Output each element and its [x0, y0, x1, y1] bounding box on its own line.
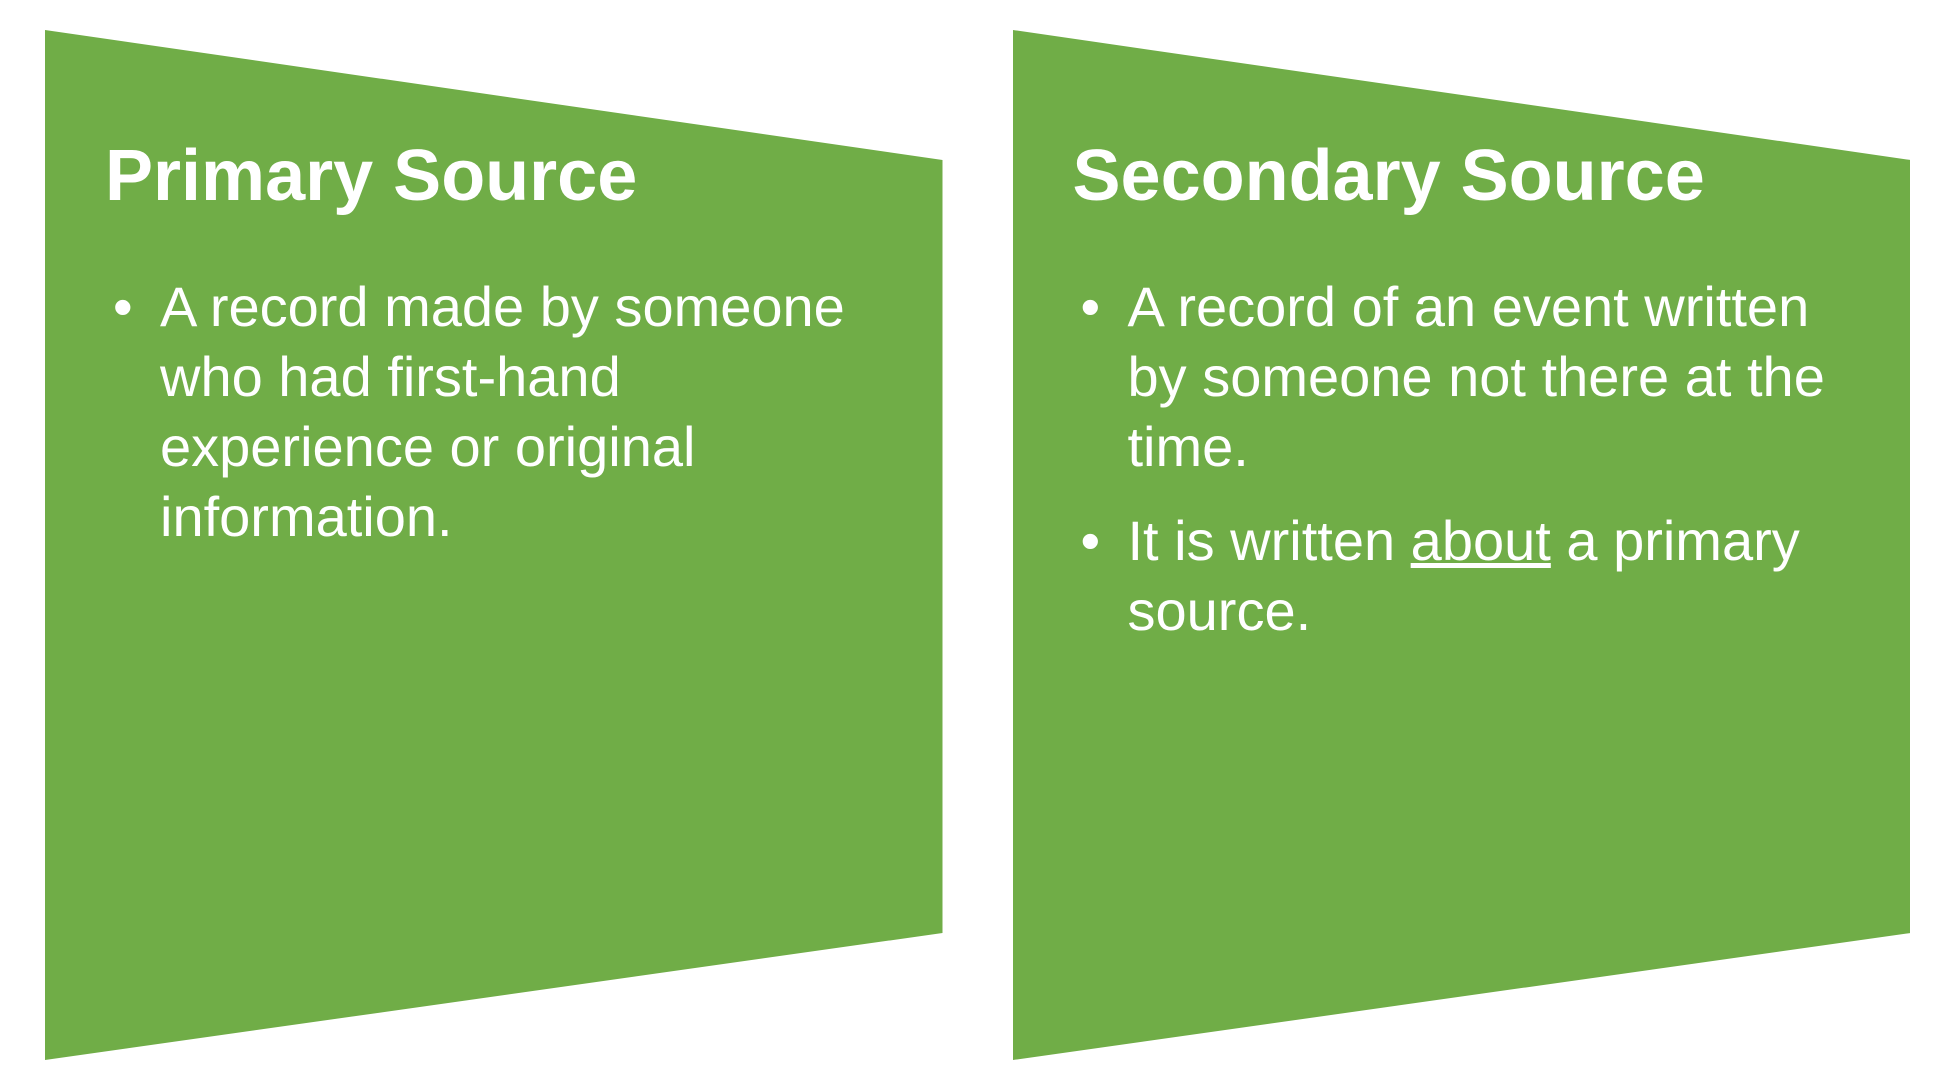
underlined-text: about — [1411, 509, 1551, 572]
primary-source-card: Primary Source A record made by someone … — [45, 30, 943, 1060]
bullet-item: A record of an event written by someone … — [1073, 272, 1851, 482]
card-title: Primary Source — [105, 135, 883, 217]
bullet-list: A record of an event written by someone … — [1073, 272, 1851, 646]
bullet-item: It is written about a primary source. — [1073, 506, 1851, 646]
card-content: Primary Source A record made by someone … — [105, 135, 883, 576]
bullet-item: A record made by someone who had first-h… — [105, 272, 883, 552]
bullet-list: A record made by someone who had first-h… — [105, 272, 883, 552]
infographic-container: Primary Source A record made by someone … — [0, 0, 1955, 1091]
card-title: Secondary Source — [1073, 135, 1851, 217]
card-content: Secondary Source A record of an event wr… — [1073, 135, 1851, 670]
secondary-source-card: Secondary Source A record of an event wr… — [1013, 30, 1911, 1060]
